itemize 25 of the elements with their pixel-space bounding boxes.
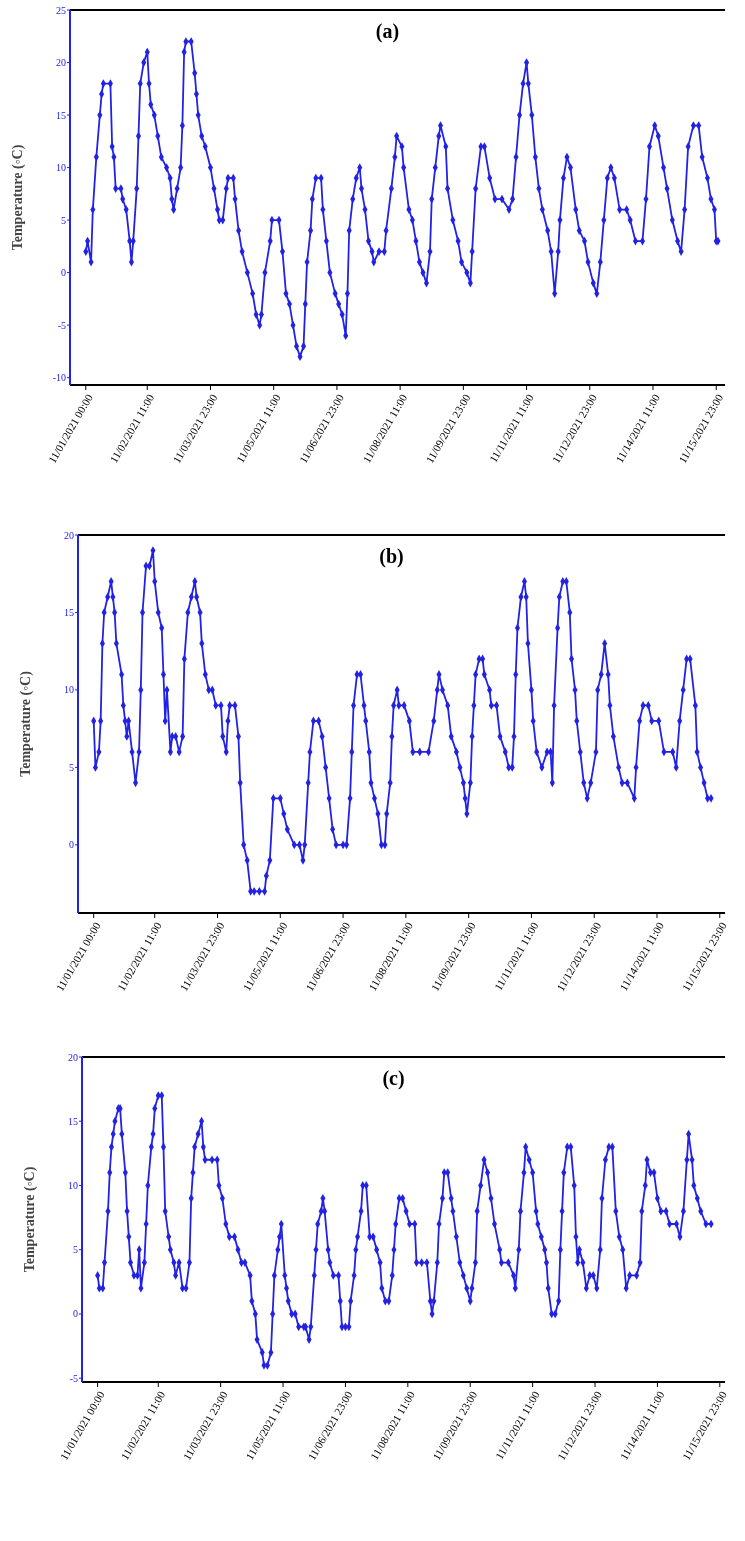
y-tick-label: 0 <box>69 839 74 851</box>
text: (c) <box>382 1067 405 1090</box>
text: (a) <box>375 20 400 43</box>
y-axis-title: Temperature (◦C) <box>22 1166 38 1273</box>
y-tick-label: 20 <box>56 57 66 69</box>
y-tick-label: 20 <box>64 529 74 541</box>
y-tick-label: -5 <box>69 1372 78 1384</box>
y-tick-label: 5 <box>69 761 74 773</box>
y-tick-label: -5 <box>57 319 66 331</box>
y-axis-title: Temperature (◦C) <box>18 670 34 777</box>
y-tick-label: 5 <box>73 1244 78 1256</box>
y-tick-label: -10 <box>52 372 66 384</box>
y-tick-label: 10 <box>68 1179 78 1191</box>
y-tick-label: 15 <box>56 109 66 121</box>
y-tick-label: 10 <box>64 684 74 696</box>
y-tick-label: 20 <box>68 1051 78 1063</box>
y-tick-label: 15 <box>64 606 74 618</box>
text: (b) <box>379 545 404 568</box>
y-tick-label: 10 <box>56 162 66 174</box>
y-tick-label: 0 <box>61 267 66 279</box>
y-tick-label: 15 <box>68 1115 78 1127</box>
y-axis-title: Temperature (◦C) <box>10 144 26 251</box>
y-tick-label: 25 <box>56 4 66 16</box>
y-tick-label: 5 <box>61 214 66 226</box>
y-tick-label: 0 <box>73 1308 78 1320</box>
